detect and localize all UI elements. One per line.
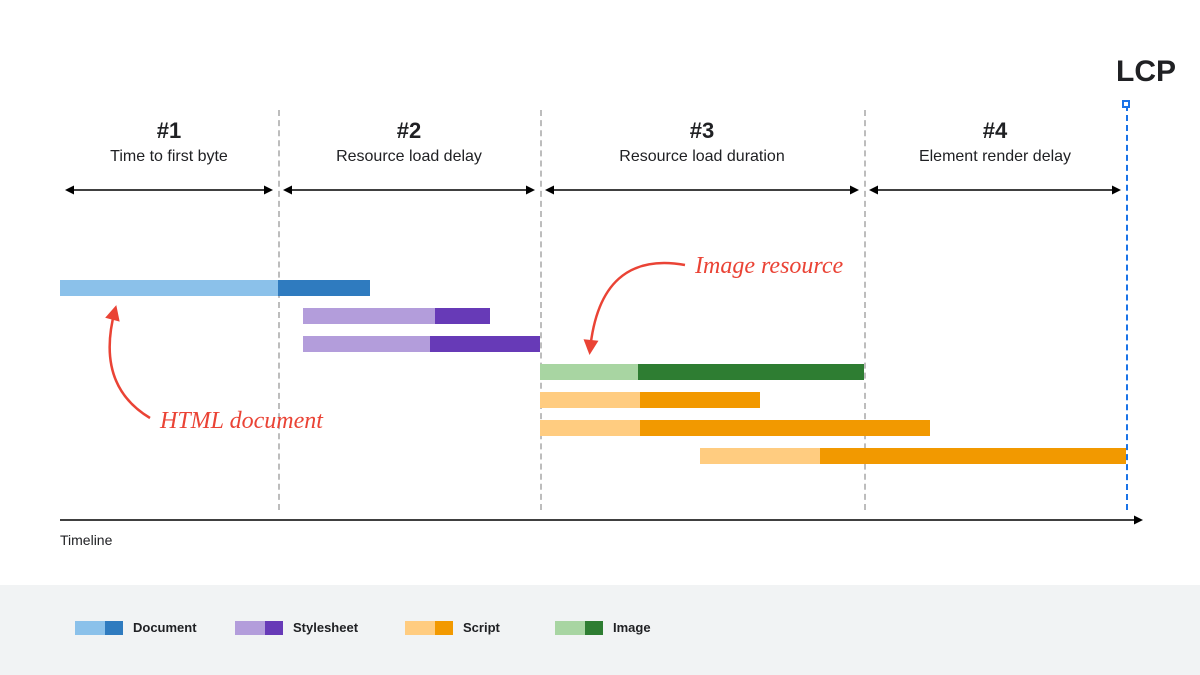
bar-6-wait (700, 448, 820, 464)
bar-3-wait (540, 364, 638, 380)
overlay-svg (0, 0, 1200, 675)
phase-title-2: #2 (349, 118, 469, 144)
phase-subtitle-1: Time to first byte (59, 148, 279, 166)
swatch-light (555, 621, 585, 635)
bar-0-wait (60, 280, 278, 296)
phase-divider-2 (540, 110, 542, 510)
phase-subtitle-4: Element render delay (885, 148, 1105, 166)
swatch-dark (105, 621, 123, 635)
phase-title-4: #4 (935, 118, 1055, 144)
legend-swatch-image (555, 621, 603, 635)
legend-item-script: Script (405, 620, 500, 635)
legend-item-document: Document (75, 620, 197, 635)
annotation-arrow-html-doc (110, 310, 150, 418)
bar-4-wait (540, 392, 640, 408)
swatch-dark (435, 621, 453, 635)
bar-6-download (820, 448, 1126, 464)
annotation-arrow-img-res (590, 263, 685, 350)
swatch-light (405, 621, 435, 635)
legend-swatch-script (405, 621, 453, 635)
bar-1-download (435, 308, 490, 324)
lcp-line (1126, 105, 1128, 510)
bar-2-download (430, 336, 540, 352)
phase-title-3: #3 (642, 118, 762, 144)
legend-label: Image (613, 620, 651, 635)
bar-5-download (640, 420, 930, 436)
legend-swatch-document (75, 621, 123, 635)
swatch-dark (585, 621, 603, 635)
phase-subtitle-2: Resource load delay (299, 148, 519, 166)
legend-label: Document (133, 620, 197, 635)
axis-label: Timeline (60, 532, 112, 548)
annotation-html-doc: HTML document (160, 408, 323, 435)
annotation-img-res: Image resource (695, 253, 843, 280)
legend-item-stylesheet: Stylesheet (235, 620, 358, 635)
bar-5-wait (540, 420, 640, 436)
legend-item-image: Image (555, 620, 651, 635)
lcp-label: LCP (1096, 55, 1196, 89)
phase-divider-1 (278, 110, 280, 510)
swatch-dark (265, 621, 283, 635)
bar-4-download (640, 392, 760, 408)
bar-0-download (278, 280, 370, 296)
swatch-light (75, 621, 105, 635)
swatch-light (235, 621, 265, 635)
legend-label: Stylesheet (293, 620, 358, 635)
lcp-marker (1122, 100, 1130, 108)
bar-1-wait (303, 308, 435, 324)
legend-swatch-stylesheet (235, 621, 283, 635)
bar-2-wait (303, 336, 430, 352)
legend-label: Script (463, 620, 500, 635)
phase-subtitle-3: Resource load duration (592, 148, 812, 166)
bar-3-download (638, 364, 864, 380)
phase-title-1: #1 (109, 118, 229, 144)
